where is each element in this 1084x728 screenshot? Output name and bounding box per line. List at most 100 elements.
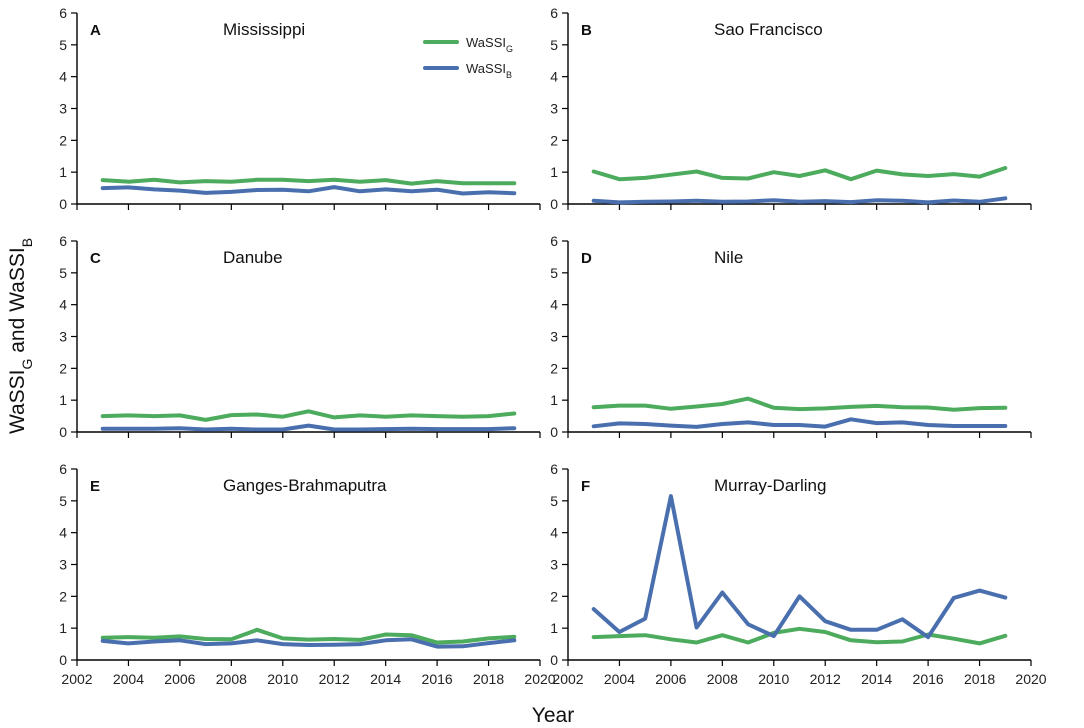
- data-point: [926, 635, 930, 639]
- data-point: [1003, 596, 1007, 600]
- y-tick-label: 6: [550, 461, 558, 477]
- data-point: [126, 641, 130, 645]
- y-tick-label: 5: [59, 37, 67, 53]
- data-point: [746, 622, 750, 626]
- data-point: [152, 427, 156, 431]
- legend-label-base: WaSSI: [466, 61, 506, 76]
- data-point: [1003, 196, 1007, 200]
- data-point: [255, 413, 259, 417]
- data-point: [229, 413, 233, 417]
- x-tick-label: 2002: [61, 671, 92, 687]
- panel-title: Murray-Darling: [714, 476, 826, 495]
- x-tick-label: 2006: [164, 671, 195, 687]
- legend-label: WaSSIG: [466, 35, 513, 54]
- series-line-wassi-b: [100, 423, 517, 432]
- data-point: [900, 172, 904, 176]
- series-line-wassi-b: [100, 185, 517, 196]
- data-point: [900, 405, 904, 409]
- x-tick-label: 2010: [267, 671, 298, 687]
- data-point: [229, 427, 233, 431]
- data-point: [384, 638, 388, 642]
- data-point: [926, 423, 930, 427]
- data-point: [849, 628, 853, 632]
- data-point: [643, 422, 647, 426]
- data-point: [281, 642, 285, 646]
- data-point: [1003, 424, 1007, 428]
- data-point: [409, 413, 413, 417]
- y-tick-label: 1: [550, 620, 558, 636]
- data-point: [592, 405, 596, 409]
- data-point: [978, 175, 982, 179]
- data-point: [435, 414, 439, 418]
- data-point: [178, 426, 182, 430]
- data-point: [643, 200, 647, 204]
- data-point: [875, 628, 879, 632]
- series-line-wassi-g: [100, 409, 517, 422]
- data-point: [952, 596, 956, 600]
- y-tick-label: 4: [59, 525, 67, 541]
- data-point: [875, 198, 879, 202]
- data-point: [875, 640, 879, 644]
- y-tick-label: 2: [550, 588, 558, 604]
- data-point: [152, 187, 156, 191]
- data-point: [307, 424, 311, 428]
- series-line-wassi-b: [591, 417, 1008, 429]
- data-point: [101, 186, 105, 190]
- data-point: [384, 178, 388, 182]
- legend-label-sub: B: [506, 70, 512, 80]
- data-point: [849, 177, 853, 181]
- data-point: [952, 408, 956, 412]
- legend-label-sub: G: [506, 44, 513, 54]
- data-point: [126, 413, 130, 417]
- x-tick-label: 2004: [113, 671, 144, 687]
- y-tick-label: 1: [550, 392, 558, 408]
- data-point: [695, 425, 699, 429]
- data-point: [358, 642, 362, 646]
- y-tick-label: 0: [59, 196, 67, 212]
- data-point: [900, 199, 904, 203]
- data-point: [643, 633, 647, 637]
- data-point: [332, 178, 336, 182]
- data-point: [952, 637, 956, 641]
- data-point: [487, 181, 491, 185]
- data-point: [617, 630, 621, 634]
- data-point: [720, 402, 724, 406]
- x-tick-label: 2020: [524, 671, 555, 687]
- data-point: [978, 200, 982, 204]
- x-tick-label: 2004: [604, 671, 635, 687]
- data-point: [849, 405, 853, 409]
- data-point: [798, 200, 802, 204]
- data-point: [592, 199, 596, 203]
- x-tick-label: 2014: [370, 671, 401, 687]
- data-point: [409, 633, 413, 637]
- data-point: [926, 174, 930, 178]
- data-point: [435, 645, 439, 649]
- data-point: [952, 172, 956, 176]
- data-point: [152, 636, 156, 640]
- data-point: [798, 423, 802, 427]
- data-point: [126, 180, 130, 184]
- x-axis-title: Year: [532, 704, 574, 727]
- data-point: [229, 637, 233, 641]
- y-tick-label: 0: [550, 424, 558, 440]
- data-point: [720, 591, 724, 595]
- panel-letter: F: [581, 478, 590, 495]
- data-point: [512, 191, 516, 195]
- data-point: [255, 638, 259, 642]
- data-point: [978, 424, 982, 428]
- data-point: [746, 641, 750, 645]
- y-tick-label: 3: [550, 557, 558, 573]
- data-point: [669, 407, 673, 411]
- y-tick-label: 5: [550, 493, 558, 509]
- data-point: [461, 427, 465, 431]
- y-axis-title: WaSSIG and WaSSIB: [6, 238, 35, 434]
- data-point: [617, 177, 621, 181]
- data-point: [255, 428, 259, 432]
- data-point: [435, 188, 439, 192]
- axis-spine: [567, 241, 1031, 433]
- data-point: [281, 428, 285, 432]
- data-point: [978, 589, 982, 593]
- data-point: [358, 638, 362, 642]
- data-point: [204, 642, 208, 646]
- data-point: [178, 634, 182, 638]
